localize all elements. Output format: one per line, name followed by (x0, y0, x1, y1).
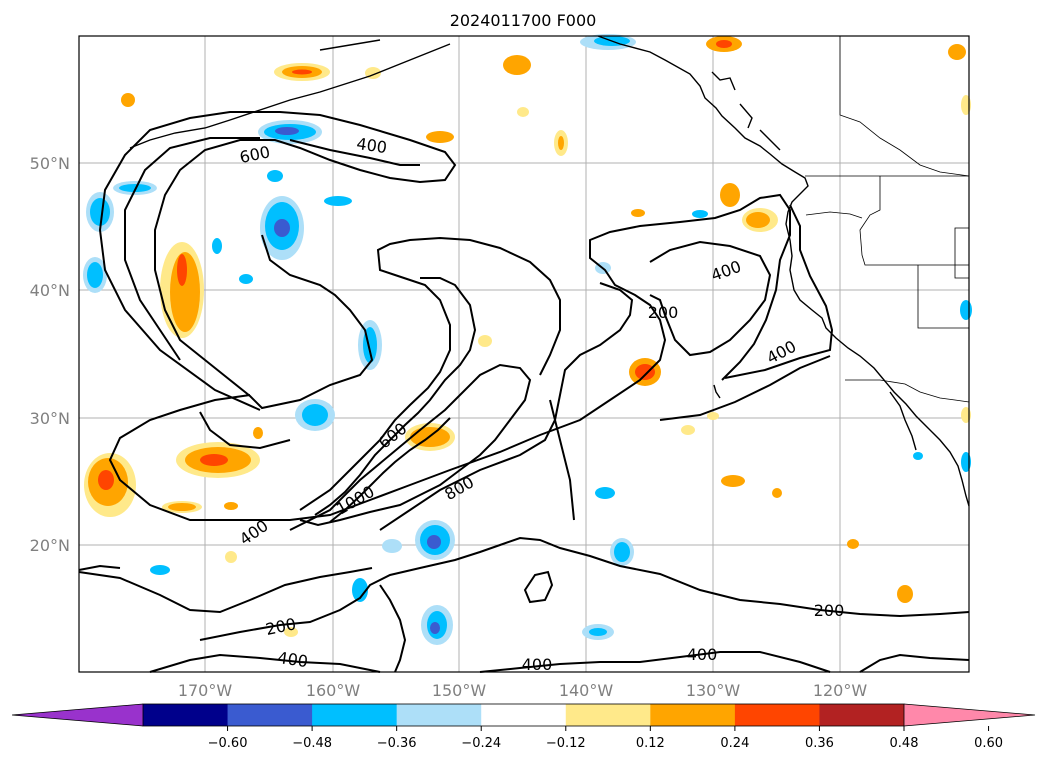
lon-label: 140°W (559, 681, 614, 700)
contour-label: 400 (276, 648, 309, 671)
map-area (79, 36, 969, 672)
contour-lines (78, 111, 970, 673)
colorbar-tick-label: 0.24 (720, 736, 749, 751)
graticule (79, 36, 969, 672)
lon-label: 130°W (686, 681, 741, 700)
contour-label: 400 (522, 655, 553, 674)
map-frame (78, 35, 970, 673)
map-title: 2024011700 F000 (450, 11, 597, 30)
colorbar-min-arrow (12, 704, 143, 726)
colorbar-cell (819, 704, 905, 726)
colorbar-cell (143, 704, 229, 726)
colorbar-cell (565, 704, 651, 726)
colorbar-tick-label: −0.12 (546, 736, 586, 751)
colorbar-tick-label: −0.60 (208, 736, 248, 751)
contour-label: 400 (355, 134, 388, 157)
latitude-labels: 50°N 40°N 30°N 20°N (30, 154, 70, 555)
lat-label: 20°N (30, 536, 70, 555)
lat-label: 40°N (30, 281, 70, 300)
contour-label: 400 (687, 645, 718, 664)
colorbar-tick-label: −0.36 (377, 736, 417, 751)
colorbar-tick-label: 0.12 (636, 736, 665, 751)
lon-label: 120°W (813, 681, 868, 700)
colorbar-cell (396, 704, 482, 726)
colorbar-cell (481, 704, 567, 726)
colorbar-max-arrow (904, 704, 1035, 726)
longitude-labels: 170°W 160°W 150°W 140°W 130°W 120°W (178, 681, 868, 700)
colorbar-cell (734, 704, 820, 726)
coastline (129, 35, 970, 507)
colorbar-tick-label: −0.48 (292, 736, 332, 751)
contour-label: 200 (648, 303, 679, 322)
lon-label: 170°W (178, 681, 233, 700)
colorbar-tick-label: −0.24 (461, 736, 501, 751)
colorbar-tick-label: 0.36 (805, 736, 834, 751)
colorbar-tick-label: 0.48 (890, 736, 919, 751)
political-borders (805, 36, 970, 403)
lon-label: 160°W (306, 681, 361, 700)
colorbar-cell (227, 704, 313, 726)
colorbar-tick-label: 0.60 (974, 736, 1003, 751)
shaded-field (83, 34, 972, 645)
colorbar-cell (650, 704, 736, 726)
lat-label: 30°N (30, 409, 70, 428)
contour-label: 200 (814, 601, 845, 620)
lat-label: 50°N (30, 154, 70, 173)
colorbar: −0.60 −0.48 −0.36 −0.24 −0.12 0.12 0.24 0.36 0.4… (11, 703, 1036, 751)
colorbar-cell (312, 704, 398, 726)
lon-label: 150°W (432, 681, 487, 700)
